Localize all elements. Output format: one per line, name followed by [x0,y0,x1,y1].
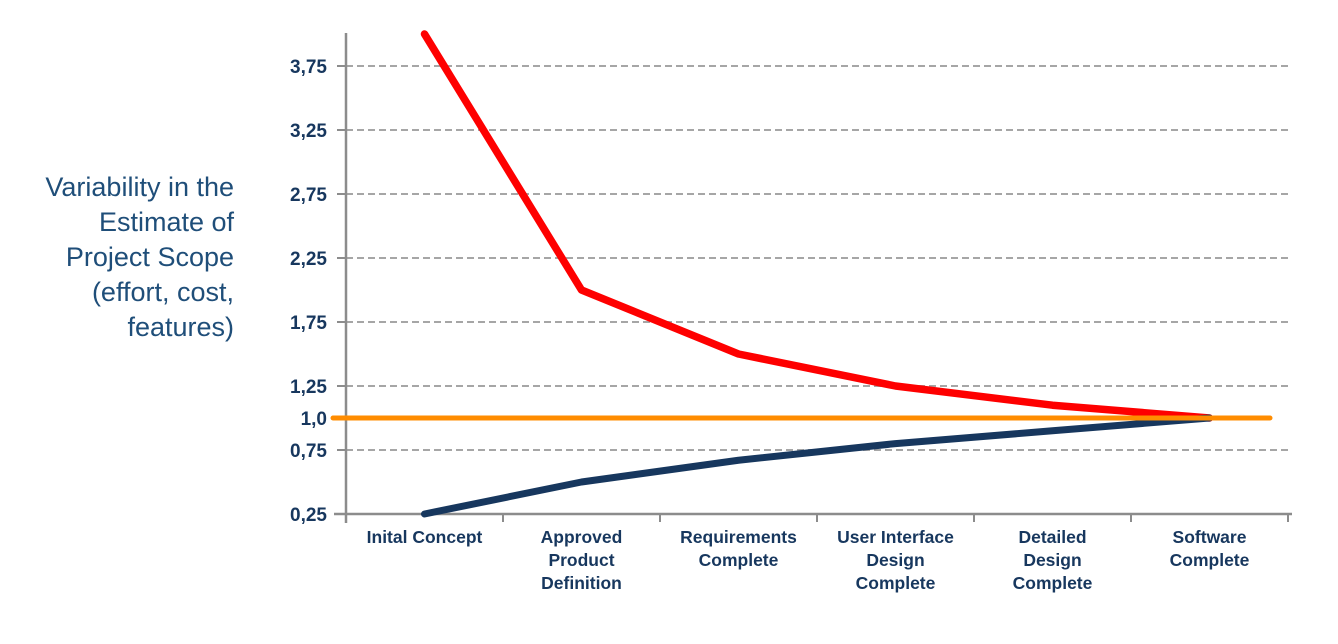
y-axis-title-line: (effort, cost, [91,277,234,307]
y-axis-title-line: Variability in the [45,172,234,202]
y-tick-label: 0,25 [290,505,327,526]
x-category-label: Software Complete [1170,527,1250,570]
x-axis-labels: Inital Concept Approved Product Definition R… [367,527,1250,593]
y-tick-label: 3,75 [290,57,327,78]
series-lines [330,30,1273,518]
y-axis-ticks [337,65,346,515]
y-tick-label: 2,25 [290,249,327,270]
y-axis-title: Variability in the Estimate of Project S… [0,170,234,345]
x-axis-ticks [345,514,1289,522]
y-axis-title-line: Estimate of [98,207,234,237]
y-tick-label: 1,0 [301,409,327,430]
y-tick-label: 0,75 [290,441,327,462]
x-category-label: Detailed Design Complete [1013,527,1093,593]
y-tick-label: 3,25 [290,121,327,142]
x-category-label: Approved Product Definition [541,527,623,593]
x-category-label: User Interface Design Complete [837,527,954,593]
y-axis-title-line: Project Scope [65,242,234,272]
x-category-label: Inital Concept [367,527,483,547]
y-tick-label: 1,75 [290,313,327,334]
series-line-upper-estimate [420,30,1214,422]
y-tick-label: 2,75 [290,185,327,206]
series-line-lower-estimate [421,414,1213,518]
gridlines [346,65,1292,451]
y-axis-title-line: features) [127,312,234,342]
x-category-label: Requirements Complete [680,527,797,570]
y-axis-labels: 3,75 3,25 2,75 2,25 1,75 1,25 1,0 0,75 0,25 [290,57,327,526]
y-tick-label: 1,25 [290,377,327,398]
